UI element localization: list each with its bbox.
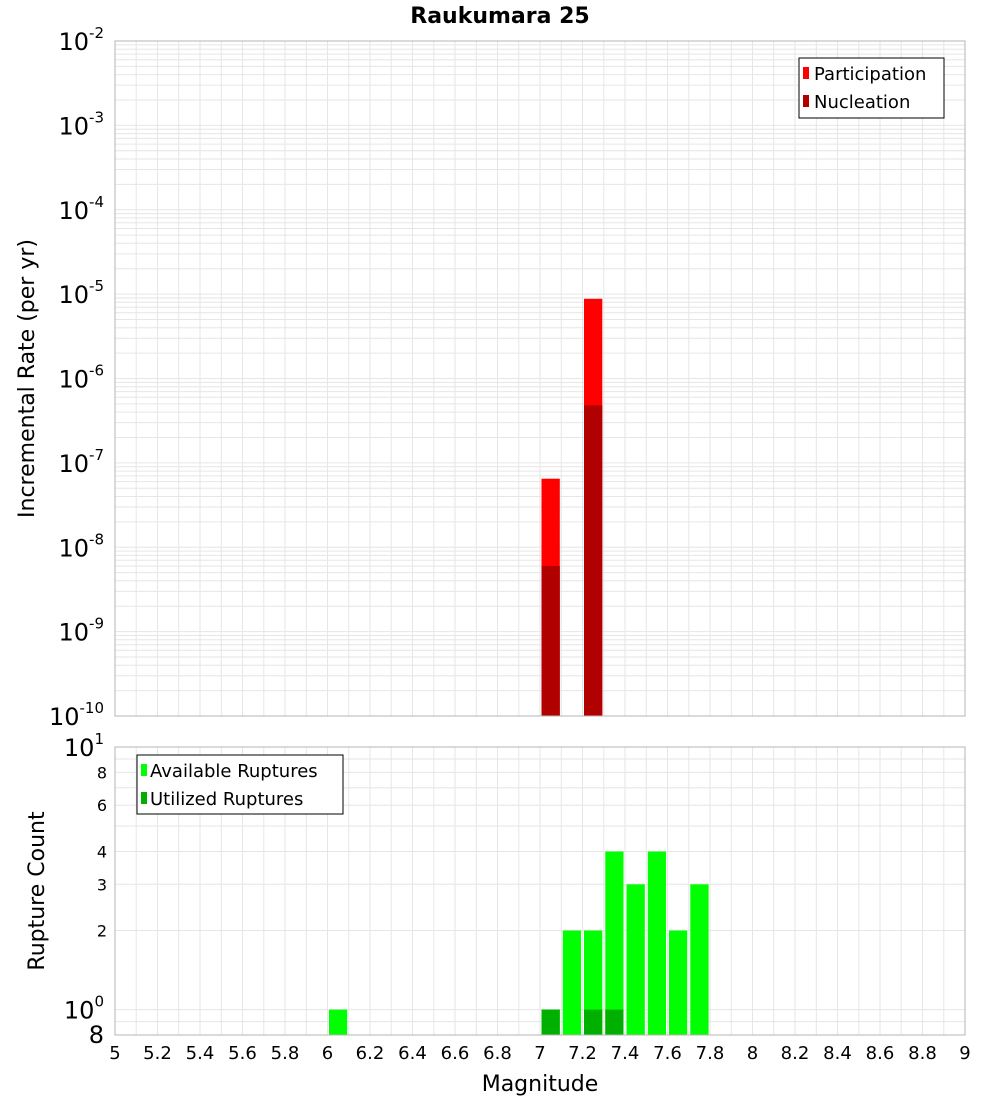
legend-swatch-utilized (141, 792, 147, 804)
x-tick-label: 7.4 (611, 1043, 640, 1064)
available-ruptures-bar (562, 930, 581, 1035)
count-plot-frame (114, 746, 966, 1036)
nucleation-bar (584, 405, 603, 716)
x-tick-label: 8.6 (866, 1043, 895, 1064)
x-tick-label: 7.2 (568, 1043, 597, 1064)
x-tick-label: 8.4 (823, 1043, 852, 1064)
utilized-ruptures-bar (605, 1009, 624, 1035)
legend-label-participation: Participation (814, 64, 926, 85)
count-y-tick-label: 8 (89, 1021, 104, 1049)
x-tick-label: 7.6 (653, 1043, 682, 1064)
utilized-ruptures-bar (541, 1009, 560, 1035)
rate-y-ticks: 10-10 10-9 10-8 10-7 10-6 10-5 10-4 10-3 10-2 (49, 24, 104, 731)
count-y-tick-label: 6 (97, 796, 107, 815)
count-legend-box (136, 754, 344, 815)
utilized-ruptures-bar (584, 1009, 603, 1035)
x-tick-label: 5 (109, 1043, 120, 1064)
x-axis-label: Magnitude (482, 1072, 599, 1097)
x-tick-label: 5.2 (143, 1043, 172, 1064)
x-tick-label: 6 (322, 1043, 333, 1064)
legend-label-utilized: Utilized Ruptures (150, 789, 303, 810)
x-tick-label: 6.6 (441, 1043, 470, 1064)
count-y-axis-label: Rupture Count (25, 811, 50, 971)
available-ruptures-bar (669, 930, 688, 1035)
x-tick-label: 8.8 (908, 1043, 937, 1064)
rate-y-tick-label: 10-8 (58, 530, 104, 562)
x-tick-label: 8 (747, 1043, 758, 1064)
count-bars (329, 851, 709, 1035)
x-tick-label: 5.6 (228, 1043, 257, 1064)
count-y-tick-label: 101 (64, 730, 104, 762)
rate-grid (114, 41, 966, 717)
available-ruptures-bar (626, 884, 645, 1035)
count-x-ticks: 5 5.2 5.4 5.6 5.8 6 6.2 6.4 6.6 6.8 7 7.2 7.4 7.6 7.8 8… (109, 1043, 970, 1064)
rate-y-tick-label: 10-9 (58, 615, 104, 647)
count-legend: Available Ruptures Utilized Ruptures (136, 754, 344, 815)
rate-y-tick-label: 10-5 (58, 277, 104, 309)
x-tick-label: 6.4 (398, 1043, 427, 1064)
available-ruptures-bar (690, 884, 709, 1035)
x-tick-label: 5.4 (186, 1043, 215, 1064)
available-ruptures-bar (605, 851, 624, 1035)
legend-label-nucleation: Nucleation (814, 92, 910, 113)
count-y-tick-label: 4 (97, 843, 107, 862)
chart-title: Raukumara 25 (410, 4, 589, 29)
rate-legend-box (798, 57, 945, 119)
x-tick-label: 7.8 (696, 1043, 725, 1064)
rate-legend: Participation Nucleation (798, 57, 945, 119)
rate-y-axis-label: Incremental Rate (per yr) (15, 239, 40, 518)
legend-swatch-nucleation (803, 95, 809, 107)
rate-panel: 10-10 10-9 10-8 10-7 10-6 10-5 10-4 10-3 10-2 In… (15, 24, 966, 731)
count-y-tick-label: 8 (97, 763, 107, 782)
legend-label-available: Available Ruptures (150, 761, 318, 782)
x-tick-label: 7 (534, 1043, 545, 1064)
rate-bars (541, 298, 603, 716)
available-ruptures-bar (647, 851, 666, 1035)
count-y-tick-label: 2 (97, 922, 107, 941)
x-tick-label: 8.2 (781, 1043, 810, 1064)
available-ruptures-bar (584, 930, 603, 1035)
rate-y-tick-label: 10-3 (58, 108, 104, 140)
x-tick-label: 6.8 (483, 1043, 512, 1064)
legend-swatch-available (141, 764, 147, 776)
rate-y-tick-label: 10-4 (58, 193, 104, 225)
x-tick-label: 5.8 (271, 1043, 300, 1064)
rate-y-tick-label: 10-10 (49, 699, 104, 731)
x-tick-label: 6.2 (356, 1043, 385, 1064)
x-tick-label: 9 (959, 1043, 970, 1064)
rate-y-tick-label: 10-2 (58, 24, 104, 56)
nucleation-bar (541, 566, 560, 716)
available-ruptures-bar (329, 1009, 348, 1035)
rate-y-tick-label: 10-7 (58, 446, 104, 478)
rate-plot-frame (114, 40, 966, 717)
count-y-tick-label: 100 (64, 993, 104, 1025)
count-y-tick-label: 3 (97, 875, 107, 894)
legend-swatch-participation (803, 67, 809, 79)
rate-y-tick-label: 10-6 (58, 362, 104, 394)
